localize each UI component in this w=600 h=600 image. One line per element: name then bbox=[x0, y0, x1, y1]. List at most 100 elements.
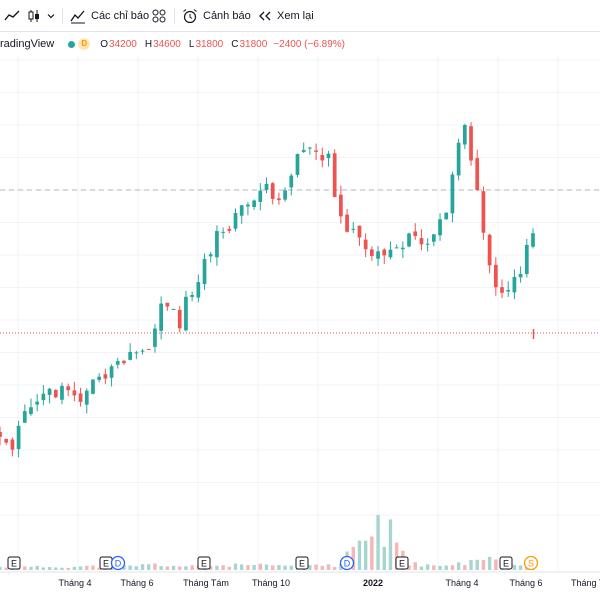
candle-body bbox=[438, 219, 442, 236]
volume-bar bbox=[41, 567, 46, 570]
volume-bar bbox=[518, 565, 523, 570]
candlestick-icon bbox=[26, 8, 42, 24]
earnings-event-marker[interactable]: E bbox=[295, 556, 309, 570]
volume-bar bbox=[481, 559, 486, 570]
volume-bar bbox=[246, 565, 250, 570]
volume-bar bbox=[363, 540, 368, 570]
replay-button[interactable]: Xem lại bbox=[258, 0, 314, 32]
event-marker-label: E bbox=[103, 559, 109, 569]
earnings-event-marker[interactable]: E bbox=[7, 556, 21, 570]
candle-body bbox=[246, 204, 250, 207]
event-marker-label: D bbox=[344, 559, 351, 569]
volume-bar bbox=[159, 566, 163, 570]
candle-body bbox=[190, 295, 194, 297]
candle-body bbox=[171, 308, 176, 310]
candle-body bbox=[134, 352, 139, 354]
alerts-button[interactable]: Cảnh báo bbox=[182, 0, 251, 32]
candle-body bbox=[146, 348, 151, 350]
chart-type-dropdown[interactable] bbox=[46, 0, 56, 32]
volume-bar bbox=[252, 564, 256, 570]
candle-body bbox=[363, 239, 368, 250]
candle-body bbox=[227, 228, 232, 231]
candle-body bbox=[140, 350, 145, 352]
candle-body bbox=[506, 290, 511, 292]
earnings-event-marker[interactable]: E bbox=[197, 556, 211, 570]
earnings-event-marker[interactable]: E bbox=[499, 556, 513, 570]
volume-bar bbox=[215, 565, 219, 570]
volume-bar bbox=[270, 565, 275, 570]
candle-body bbox=[208, 254, 213, 257]
candle-body bbox=[177, 309, 182, 329]
volume-bar bbox=[0, 566, 2, 570]
volume-bar bbox=[494, 559, 498, 570]
dividend-event-marker[interactable]: D bbox=[110, 555, 126, 571]
candle-body bbox=[500, 287, 504, 293]
dividend-event-marker[interactable]: D bbox=[339, 555, 355, 571]
candle-body bbox=[301, 149, 306, 152]
volume-bar bbox=[165, 566, 170, 570]
candle-body bbox=[462, 125, 467, 145]
candle-body bbox=[252, 200, 256, 207]
volume-bar bbox=[23, 566, 27, 570]
indicators-icon bbox=[70, 8, 86, 24]
candle-body bbox=[345, 214, 349, 232]
templates-button[interactable] bbox=[152, 0, 166, 32]
volume-bar bbox=[289, 565, 293, 570]
volume-bar bbox=[227, 566, 232, 570]
candle-body bbox=[487, 234, 492, 266]
candle-body bbox=[382, 249, 387, 256]
volume-bar bbox=[438, 565, 442, 570]
volume-bar bbox=[184, 566, 188, 570]
candle-body bbox=[283, 190, 287, 200]
market-status-dot bbox=[68, 40, 76, 48]
volume-bar bbox=[85, 565, 89, 570]
volume-bar bbox=[382, 546, 386, 570]
chart-type-button[interactable] bbox=[4, 0, 20, 32]
candle-body bbox=[159, 303, 163, 331]
volume-bar bbox=[240, 564, 244, 570]
candle-body bbox=[53, 389, 58, 398]
templates-grid-icon bbox=[152, 9, 166, 23]
candles-button[interactable] bbox=[26, 0, 42, 32]
candle-body bbox=[431, 234, 436, 242]
volume-bar bbox=[326, 564, 331, 570]
candle-body bbox=[332, 153, 337, 197]
volume-bar bbox=[221, 565, 225, 570]
candle-body bbox=[233, 212, 238, 229]
volume-bar bbox=[35, 565, 39, 570]
candle-body bbox=[388, 249, 393, 258]
candle-body bbox=[394, 247, 399, 249]
candle-body bbox=[215, 231, 219, 258]
volume-bar bbox=[171, 565, 176, 570]
candle-body bbox=[239, 205, 244, 216]
volume-bar bbox=[469, 559, 473, 570]
x-tick-label: Tháng 6 bbox=[509, 578, 542, 588]
split-event-marker[interactable]: S bbox=[523, 555, 539, 571]
candle-body bbox=[289, 175, 294, 188]
candle-body bbox=[35, 401, 40, 405]
indicators-button[interactable]: Các chỉ báo bbox=[70, 0, 149, 32]
candle-body bbox=[444, 212, 449, 220]
candle-body bbox=[103, 374, 108, 379]
event-marker-label: E bbox=[201, 559, 207, 569]
event-marker-label: E bbox=[399, 559, 405, 569]
candle-body bbox=[314, 150, 318, 152]
candle-body bbox=[512, 276, 517, 293]
volume-bar bbox=[432, 565, 436, 570]
volume-bar bbox=[475, 559, 479, 570]
earnings-event-marker[interactable]: E bbox=[395, 556, 409, 570]
volume-bar bbox=[72, 566, 77, 570]
candle-body bbox=[407, 233, 411, 247]
volume-bar bbox=[308, 565, 312, 570]
candle-body bbox=[258, 190, 263, 202]
candle-body bbox=[481, 191, 486, 233]
candle-body bbox=[308, 147, 312, 149]
candle-body bbox=[326, 153, 331, 159]
volume-bar bbox=[419, 566, 424, 570]
earnings-event-marker[interactable]: E bbox=[99, 556, 113, 570]
event-marker-label: E bbox=[503, 559, 509, 569]
volume-bar bbox=[320, 565, 324, 570]
toolbar-divider bbox=[62, 8, 63, 24]
volume-bar bbox=[407, 565, 411, 570]
